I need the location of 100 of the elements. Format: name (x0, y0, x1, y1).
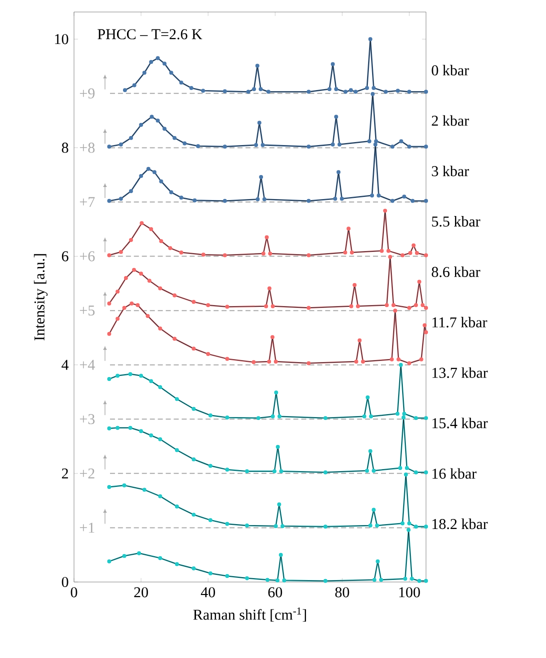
ref-line-label: +6 (80, 251, 95, 262)
series-label: 8.6 kbar (432, 266, 480, 278)
point (396, 357, 401, 362)
point (137, 551, 142, 556)
point (306, 144, 311, 149)
point (424, 330, 428, 334)
point (372, 578, 376, 582)
point (139, 122, 144, 127)
point (368, 37, 372, 42)
point (402, 416, 406, 420)
point (360, 360, 365, 364)
point (158, 556, 162, 560)
point (274, 390, 278, 395)
point (107, 559, 112, 564)
point (118, 250, 123, 254)
point (346, 226, 351, 231)
point (393, 308, 398, 313)
point (140, 221, 144, 226)
point (278, 414, 282, 418)
point (274, 524, 278, 528)
point (274, 360, 278, 364)
point (244, 524, 249, 528)
point (128, 426, 132, 430)
point (403, 576, 408, 581)
point (192, 198, 197, 202)
point (107, 302, 112, 306)
point (258, 87, 263, 92)
point (358, 338, 362, 342)
point (270, 304, 275, 308)
point (272, 469, 276, 474)
point (174, 562, 179, 566)
point (275, 578, 280, 582)
point (349, 304, 354, 308)
point (388, 254, 392, 259)
point (172, 136, 177, 140)
point (192, 300, 196, 304)
point (270, 414, 275, 418)
point (323, 416, 328, 420)
point (391, 303, 396, 308)
point (172, 293, 177, 298)
point (244, 469, 249, 474)
point (280, 524, 285, 528)
point (333, 196, 338, 201)
x-tick-label: 40 (200, 587, 216, 598)
point (368, 449, 372, 454)
point (174, 448, 179, 452)
point (404, 472, 408, 477)
point (208, 571, 212, 576)
point (402, 194, 406, 199)
ref-line-label: +4 (80, 360, 95, 370)
point (107, 485, 112, 489)
ref-line-label: +9 (80, 88, 95, 98)
point (266, 90, 270, 94)
point (424, 90, 428, 94)
point (201, 88, 206, 93)
point (424, 253, 428, 258)
point (365, 468, 369, 473)
point (365, 86, 369, 90)
point (225, 416, 230, 420)
point (390, 198, 394, 203)
ref-line-label: +7 (80, 197, 95, 207)
point (407, 306, 412, 310)
point (174, 397, 179, 402)
y-tick-label: 6 (62, 251, 68, 262)
point (156, 56, 160, 60)
point (196, 144, 200, 148)
point (414, 251, 419, 256)
point (192, 457, 196, 462)
point (192, 512, 196, 517)
y-tick-label: 4 (62, 360, 69, 370)
point (419, 357, 424, 362)
point (146, 314, 150, 318)
point (375, 524, 380, 528)
point (225, 574, 230, 578)
point (267, 286, 272, 290)
point (399, 139, 404, 144)
ref-line-label: +1 (80, 522, 94, 533)
point (149, 379, 154, 384)
point (116, 374, 120, 378)
point (408, 251, 412, 256)
point (343, 250, 348, 254)
point (159, 239, 164, 244)
y-tick-label: 0 (62, 576, 68, 588)
point (168, 246, 172, 250)
x-tick-label: 60 (268, 587, 282, 598)
point (267, 360, 272, 364)
point (139, 272, 144, 276)
point (330, 142, 335, 146)
point (222, 198, 227, 203)
x-axis-title: Raman shift [cm$^{-1}$] (193, 608, 306, 622)
point (118, 142, 123, 146)
point (352, 283, 357, 288)
point (146, 166, 150, 171)
point (372, 86, 376, 90)
point (390, 357, 394, 362)
point (150, 114, 154, 119)
point (370, 193, 374, 198)
point (179, 196, 184, 200)
point (225, 304, 230, 309)
point (406, 528, 411, 532)
